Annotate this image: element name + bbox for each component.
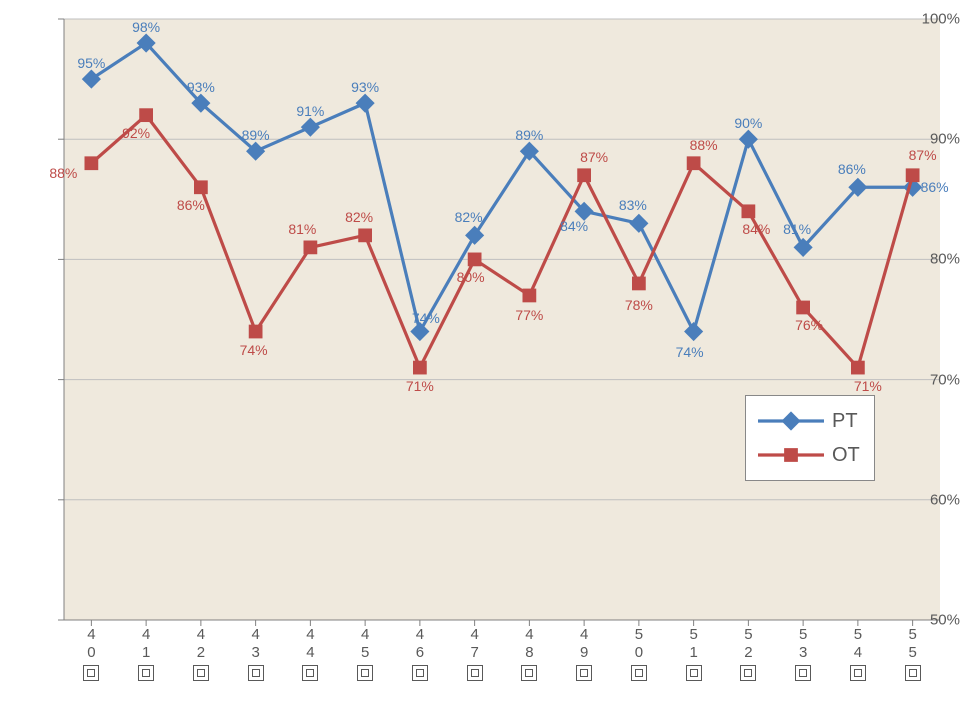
data-label-pt: 89% [515, 127, 543, 143]
data-label-pt: 86% [921, 179, 949, 195]
x-tick-label: 50 [631, 626, 647, 686]
data-label-pt: 81% [783, 221, 811, 237]
chart-svg [0, 0, 960, 720]
data-label-ot: 86% [177, 197, 205, 213]
x-tick-label: 53 [795, 626, 811, 686]
data-label-ot: 92% [122, 125, 150, 141]
data-label-ot: 76% [795, 317, 823, 333]
x-tick-label: 51 [686, 626, 702, 686]
x-tick-label: 44 [302, 626, 318, 686]
legend: PT OT [745, 395, 875, 481]
chart-container: 50%60%70%80%90%100% 40414243444546474849… [0, 0, 960, 720]
x-tick-label: 42 [193, 626, 209, 686]
data-label-ot: 80% [457, 269, 485, 285]
data-label-pt: 82% [455, 209, 483, 225]
data-label-ot: 88% [690, 137, 718, 153]
x-tick-label: 52 [740, 626, 756, 686]
data-label-pt: 86% [838, 161, 866, 177]
x-tick-label: 47 [467, 626, 483, 686]
x-tick-label: 43 [248, 626, 264, 686]
data-label-pt: 74% [676, 344, 704, 360]
y-tick-label: 90% [908, 131, 960, 148]
legend-label: PT [832, 410, 858, 433]
y-tick-label: 100% [908, 11, 960, 28]
data-label-pt: 95% [77, 55, 105, 71]
data-label-pt: 90% [734, 115, 762, 131]
data-label-ot: 78% [625, 297, 653, 313]
legend-label: OT [832, 444, 860, 467]
data-label-ot: 71% [854, 378, 882, 394]
x-tick-label: 54 [850, 626, 866, 686]
x-tick-label: 45 [357, 626, 373, 686]
data-label-ot: 87% [909, 147, 937, 163]
y-tick-label: 70% [908, 371, 960, 388]
data-label-ot: 74% [240, 342, 268, 358]
data-label-pt: 84% [560, 218, 588, 234]
data-label-ot: 77% [515, 307, 543, 323]
legend-item-ot: OT [756, 438, 860, 472]
x-tick-label: 40 [83, 626, 99, 686]
x-tick-label: 49 [576, 626, 592, 686]
data-label-pt: 83% [619, 197, 647, 213]
data-label-pt: 91% [296, 103, 324, 119]
data-label-pt: 89% [242, 127, 270, 143]
x-tick-label: 41 [138, 626, 154, 686]
data-label-pt: 74% [412, 310, 440, 326]
x-tick-label: 55 [905, 626, 921, 686]
data-label-pt: 93% [351, 79, 379, 95]
legend-item-pt: PT [756, 404, 860, 438]
x-tick-label: 46 [412, 626, 428, 686]
data-label-ot: 84% [742, 221, 770, 237]
y-tick-label: 80% [908, 251, 960, 268]
data-label-ot: 88% [49, 165, 77, 181]
data-label-ot: 81% [288, 221, 316, 237]
data-label-ot: 82% [345, 209, 373, 225]
y-tick-label: 60% [908, 491, 960, 508]
x-tick-label: 48 [521, 626, 537, 686]
data-label-pt: 98% [132, 19, 160, 35]
data-label-pt: 93% [187, 79, 215, 95]
data-label-ot: 71% [406, 378, 434, 394]
data-label-ot: 87% [580, 149, 608, 165]
